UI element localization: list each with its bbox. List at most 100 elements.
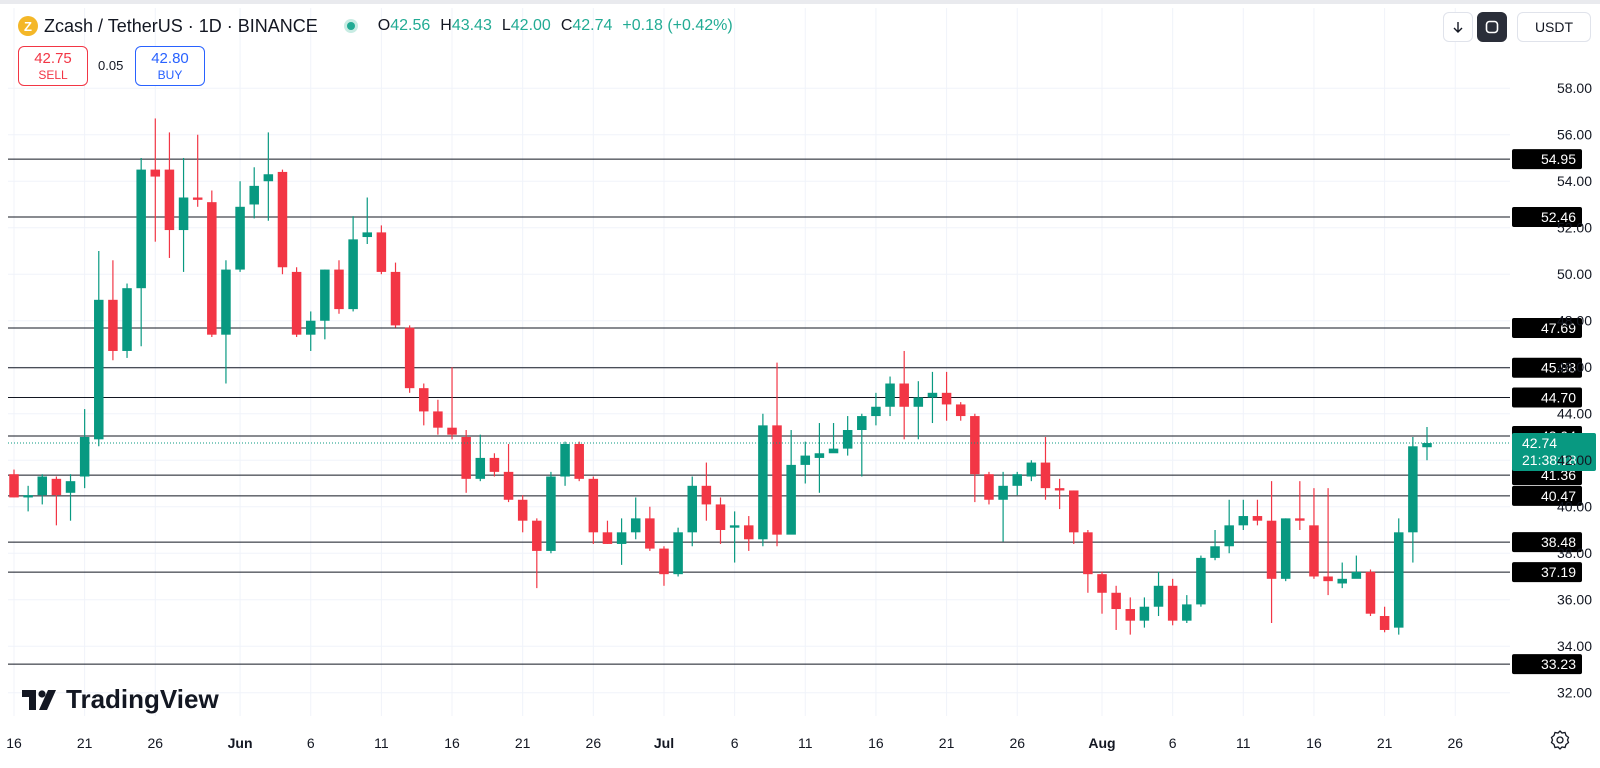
time-tick-label: 16 — [1306, 735, 1322, 751]
buy-button[interactable]: 42.80 BUY — [135, 46, 205, 86]
symbol-header[interactable]: Z Zcash / TetherUS · 1D · BINANCE O42.56… — [18, 14, 733, 38]
level-label: 38.48 — [1541, 534, 1576, 550]
candle-down — [1054, 488, 1065, 491]
time-tick-label: 16 — [868, 735, 884, 751]
candle-down — [376, 232, 387, 272]
top-edge — [0, 0, 1600, 4]
candle-up — [249, 185, 259, 205]
candle-up — [1210, 546, 1220, 558]
candle-down — [433, 411, 443, 428]
candle-up — [1153, 585, 1164, 607]
candle-up — [362, 232, 372, 238]
candle-down — [503, 471, 514, 500]
level-label-box — [1512, 207, 1582, 228]
tradingview-logo[interactable]: TradingView — [22, 684, 219, 715]
candle-down — [602, 532, 613, 544]
candle-up — [1351, 571, 1362, 579]
time-tick-label: 26 — [586, 735, 602, 751]
price-tick-label: 44.00 — [1557, 406, 1592, 422]
candle-down — [772, 425, 782, 535]
candle-up — [263, 174, 274, 182]
price-tick-label: 40.00 — [1557, 499, 1592, 515]
candle-up — [1196, 557, 1206, 605]
candle-down — [1252, 516, 1263, 521]
currency-label: USDT — [1534, 19, 1574, 35]
candle-up — [871, 406, 881, 417]
candle-up — [1139, 606, 1150, 621]
level-label-box — [1512, 149, 1582, 170]
sell-label: SELL — [38, 68, 68, 82]
settings-icon — [1550, 730, 1570, 750]
candle-up — [1280, 518, 1291, 579]
level-label: 54.95 — [1541, 151, 1576, 167]
candle-up — [828, 448, 839, 454]
price-tick-label: 50.00 — [1557, 266, 1592, 282]
candle-up — [1238, 516, 1249, 526]
candle-down — [164, 169, 175, 231]
time-tick-label: 11 — [1236, 735, 1251, 751]
candle-up — [729, 525, 740, 528]
candle-down — [489, 457, 500, 472]
candle-down — [701, 485, 712, 505]
candle-down — [461, 436, 471, 479]
symbol-title[interactable]: Zcash / TetherUS · 1D · BINANCE — [44, 15, 318, 36]
sell-button[interactable]: 42.75 SELL — [18, 46, 88, 86]
candle-up — [786, 464, 796, 535]
download-button[interactable] — [1443, 12, 1473, 42]
arrow-down-icon — [1453, 22, 1463, 33]
candle-up — [842, 430, 853, 449]
candle-up — [885, 383, 895, 407]
fullscreen-button[interactable] — [1477, 12, 1507, 42]
low-value: 42.00 — [510, 17, 551, 34]
price-tick-label: 48.00 — [1557, 313, 1592, 329]
time-tick-label: 21 — [77, 735, 93, 751]
time-tick-label: 16 — [6, 735, 22, 751]
fullscreen-icon — [1485, 20, 1499, 34]
candle-down — [150, 169, 161, 177]
low-label: L — [501, 17, 511, 34]
candle-down — [645, 518, 655, 549]
price-axis[interactable]: 58.00 56.00 54.00 52.00 50.00 48.00 46.00 44.00… — [1557, 80, 1592, 701]
time-tick-label: 11 — [374, 735, 389, 751]
level-label: 47.69 — [1541, 320, 1576, 336]
candle-up — [65, 481, 76, 493]
high-value: 43.43 — [451, 17, 492, 34]
candle-up — [998, 485, 1008, 500]
price-tick-label: 58.00 — [1557, 80, 1592, 96]
open-label: O — [377, 17, 391, 34]
chart-settings-button[interactable] — [1548, 728, 1572, 752]
zcash-coin-icon: Z — [18, 16, 38, 36]
time-axis[interactable]: 16 21 26 Jun 6 11 16 21 26 Jul 6 11 16 21 26 Aug 6 11 16 21… — [6, 735, 1463, 751]
brand-name: TradingView — [66, 684, 219, 714]
close-label: C — [560, 17, 573, 34]
price-tick-label: 52.00 — [1557, 220, 1592, 236]
candle-down — [51, 478, 62, 496]
candle-up — [687, 485, 697, 533]
candle-up — [546, 476, 556, 551]
candle-up — [122, 288, 132, 351]
price-tick-label: 46.00 — [1557, 359, 1592, 375]
candle-up — [1026, 462, 1037, 477]
candle-down — [1097, 574, 1107, 593]
spread-value: 0.05 — [98, 58, 124, 73]
candle-up — [305, 320, 316, 335]
time-tick-label: 16 — [444, 735, 460, 751]
candle-down — [390, 271, 401, 326]
candle-up — [857, 416, 867, 431]
level-label: 37.19 — [1541, 564, 1576, 580]
candle-down — [1125, 609, 1136, 621]
currency-selector[interactable]: USDT — [1517, 12, 1591, 42]
candle-up — [1182, 604, 1192, 621]
candle-down — [941, 392, 952, 405]
candle-down — [1083, 532, 1093, 575]
candle-down — [1069, 490, 1079, 533]
candle-up — [348, 239, 358, 310]
candle-down — [970, 416, 980, 475]
candle-down — [334, 269, 344, 310]
time-tick-label: 26 — [148, 735, 164, 751]
price-tick-label: 56.00 — [1557, 127, 1592, 143]
buy-label: BUY — [157, 68, 183, 82]
candle-down — [404, 327, 415, 389]
